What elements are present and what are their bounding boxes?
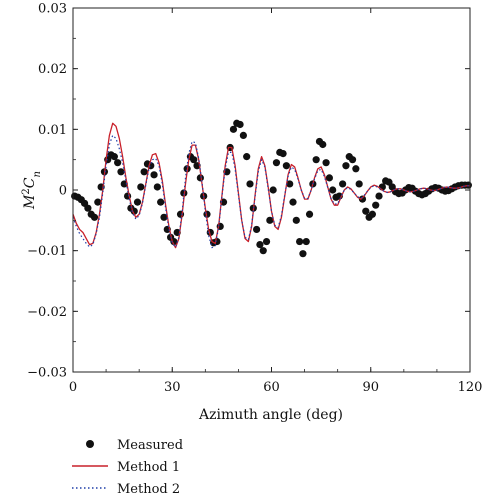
measured-point bbox=[302, 237, 310, 246]
measured-point bbox=[319, 140, 327, 149]
measured-point bbox=[114, 159, 122, 167]
y-tick-label: −0.01 bbox=[27, 244, 67, 259]
measured-point bbox=[117, 168, 125, 176]
y-axis-label-main: M bbox=[22, 194, 38, 210]
measured-point bbox=[292, 216, 300, 224]
measured-point bbox=[289, 198, 297, 206]
measured-point bbox=[229, 125, 238, 133]
measured-point bbox=[256, 241, 264, 249]
x-tick-label: 120 bbox=[458, 380, 482, 395]
measured-point bbox=[110, 153, 118, 161]
measured-point bbox=[339, 180, 347, 188]
y-tick-label: 0.01 bbox=[38, 123, 67, 138]
y-axis-label-sub: n bbox=[32, 171, 43, 177]
measured-point bbox=[266, 216, 274, 224]
measured-point bbox=[133, 198, 142, 206]
plot-area bbox=[71, 119, 472, 258]
measured-point bbox=[372, 201, 380, 209]
axes: 0.030.020.010−0.01−0.02−0.030 30 60 90 120 bbox=[27, 2, 482, 396]
series-measured bbox=[71, 119, 472, 258]
measured-point bbox=[243, 153, 251, 161]
y-axis-label-sup: 2 bbox=[21, 188, 32, 194]
measured-point bbox=[94, 198, 102, 206]
measured-point bbox=[213, 237, 221, 246]
x-tick-label: 60 bbox=[263, 380, 280, 395]
y-tick-label: −0.02 bbox=[27, 305, 67, 320]
measured-point bbox=[362, 207, 370, 215]
measured-point bbox=[299, 250, 307, 258]
measured-point bbox=[322, 159, 330, 167]
y-tick-label: 0.02 bbox=[38, 62, 67, 77]
x-tick-label: 90 bbox=[362, 380, 379, 395]
measured-point bbox=[196, 174, 204, 182]
measured-point bbox=[239, 131, 247, 139]
measured-point bbox=[348, 156, 357, 164]
measured-point bbox=[180, 189, 188, 197]
measured-point bbox=[305, 210, 314, 218]
measured-point bbox=[157, 198, 165, 206]
legend-marker-measured bbox=[86, 440, 94, 448]
measured-point bbox=[160, 213, 168, 221]
y-tick-label: −0.03 bbox=[27, 366, 67, 381]
measured-point bbox=[190, 156, 198, 164]
measured-point bbox=[286, 180, 294, 188]
measured-point bbox=[262, 237, 271, 246]
measured-point bbox=[312, 156, 320, 164]
measured-point bbox=[150, 171, 158, 179]
x-tick-label: 0 bbox=[69, 380, 77, 395]
measured-point bbox=[282, 162, 290, 170]
measured-point bbox=[352, 165, 360, 173]
series-line-method-1 bbox=[72, 122, 470, 249]
measured-point bbox=[272, 159, 281, 167]
measured-point bbox=[246, 180, 254, 188]
measured-point bbox=[342, 162, 350, 170]
x-tick-label: 30 bbox=[164, 380, 181, 395]
measured-point bbox=[140, 168, 148, 176]
measured-point bbox=[253, 225, 261, 234]
y-axis-label: M2Cn bbox=[21, 171, 43, 210]
measured-point bbox=[296, 237, 304, 246]
y-axis-label-var: C bbox=[22, 177, 38, 188]
measured-point bbox=[269, 186, 277, 194]
measured-point bbox=[358, 195, 367, 203]
measured-point bbox=[236, 120, 244, 129]
legend-label-method-2: Method 2 bbox=[117, 482, 180, 497]
measured-point bbox=[368, 210, 376, 218]
measured-point bbox=[90, 213, 99, 221]
legend-label-measured: Measured bbox=[117, 438, 183, 453]
measured-point bbox=[137, 183, 145, 191]
y-tick-label: 0 bbox=[59, 184, 67, 199]
measured-point bbox=[325, 174, 333, 182]
measured-point bbox=[375, 192, 383, 200]
legend-label-method-1: Method 1 bbox=[117, 460, 180, 475]
measured-point bbox=[355, 180, 363, 188]
measured-point bbox=[279, 150, 287, 158]
y-tick-label: 0.03 bbox=[38, 2, 67, 17]
legend: Measured Method 1 Method 2 bbox=[72, 438, 183, 497]
measured-point bbox=[153, 183, 161, 191]
x-axis-label: Azimuth angle (deg) bbox=[198, 407, 343, 423]
measured-point bbox=[329, 186, 337, 194]
measured-point bbox=[259, 247, 267, 255]
measured-point bbox=[84, 204, 92, 212]
